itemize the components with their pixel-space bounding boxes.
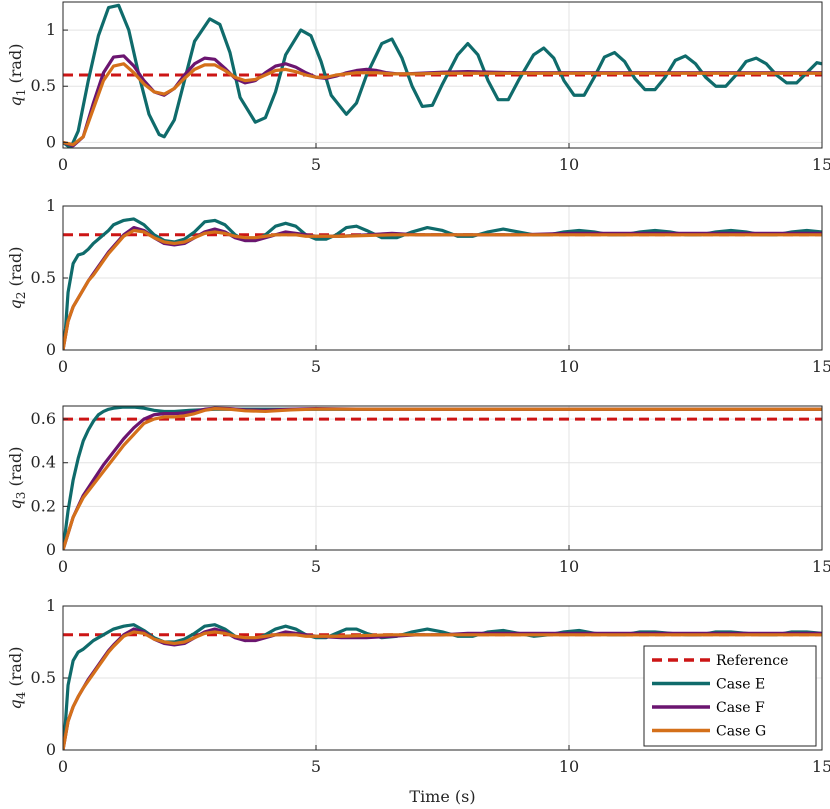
x-tick-label: 5 bbox=[311, 757, 321, 776]
y-tick-label: 0.6 bbox=[31, 409, 56, 428]
y-tick-label: 0.5 bbox=[31, 268, 56, 287]
legend-label: Case E bbox=[716, 677, 765, 693]
y-axis-label: q4 (rad) bbox=[6, 647, 28, 710]
y-tick-label: 0 bbox=[46, 540, 56, 559]
axes-box bbox=[62, 405, 823, 551]
y-tick-label: 1 bbox=[46, 596, 56, 615]
x-tick-label: 0 bbox=[58, 357, 68, 376]
y-tick-label: 1 bbox=[46, 20, 56, 39]
series-line-case-e bbox=[63, 3, 822, 148]
y-tick-label: 0.5 bbox=[31, 668, 56, 687]
panel-q2: 0 5 10 15 0 0.5 1 q2 (rad) bbox=[6, 196, 830, 376]
x-axis-label: Time (s) bbox=[409, 787, 475, 806]
y-tick-label: 0.4 bbox=[31, 453, 56, 472]
series-line-case-g bbox=[63, 228, 822, 350]
x-tick-label: 5 bbox=[311, 357, 321, 376]
x-tick-label: 15 bbox=[812, 557, 830, 576]
panel-q3: 0 5 10 15 0 0.2 0.4 0.6q3 (rad) bbox=[6, 405, 830, 576]
series-line-case-g bbox=[63, 407, 822, 550]
panel-q1: 0 5 10 15 0 0.5 1 q1 (rad) bbox=[6, 1, 830, 174]
y-tick-label: 0 bbox=[46, 740, 56, 759]
x-tick-label: 5 bbox=[311, 155, 321, 174]
legend-label: Case F bbox=[716, 700, 765, 716]
x-tick-label: 0 bbox=[58, 557, 68, 576]
x-tick-label: 15 bbox=[812, 357, 830, 376]
x-tick-label: 10 bbox=[559, 757, 579, 776]
x-tick-label: 0 bbox=[58, 155, 68, 174]
x-tick-label: 15 bbox=[812, 155, 830, 174]
legend-label: Case G bbox=[716, 724, 766, 740]
y-axis-label: q2 (rad) bbox=[6, 247, 28, 310]
y-tick-label: 0.2 bbox=[31, 496, 56, 515]
y-tick-label: 0 bbox=[46, 132, 56, 151]
x-tick-label: 5 bbox=[311, 557, 321, 576]
y-axis-label: q3 (rad) bbox=[6, 447, 28, 510]
x-tick-label: 15 bbox=[812, 757, 830, 776]
plot-area bbox=[63, 406, 822, 550]
y-tick-label: 0.5 bbox=[31, 76, 56, 95]
axes-box bbox=[62, 1, 823, 149]
series-line-case-g bbox=[63, 630, 822, 750]
y-tick-label: 1 bbox=[46, 196, 56, 215]
legend: Reference Case E Case F Case G bbox=[643, 645, 817, 747]
y-tick-label: 0 bbox=[46, 340, 56, 359]
x-tick-label: 10 bbox=[559, 357, 579, 376]
legend-label: Reference bbox=[716, 653, 788, 669]
series-line-case-g bbox=[63, 62, 822, 147]
x-tick-label: 10 bbox=[559, 155, 579, 174]
x-tick-label: 0 bbox=[58, 757, 68, 776]
x-tick-label: 10 bbox=[559, 557, 579, 576]
y-axis-label: q1 (rad) bbox=[6, 44, 28, 107]
legend-box bbox=[643, 645, 817, 747]
